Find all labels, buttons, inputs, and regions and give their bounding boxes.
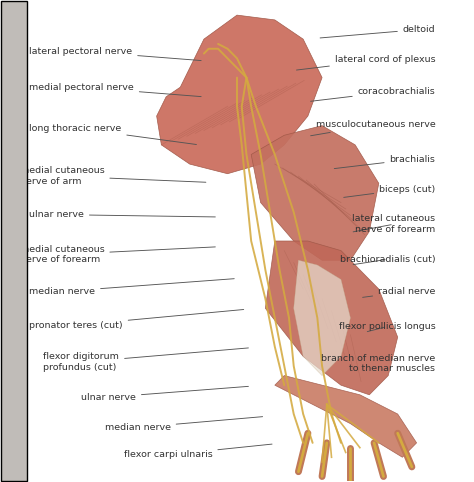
Text: median nerve: median nerve [29,279,234,296]
Polygon shape [265,241,398,395]
Text: branch of median nerve
to thenar muscles: branch of median nerve to thenar muscles [321,354,436,373]
Text: lateral cutaneous
nerve of forearm: lateral cutaneous nerve of forearm [352,214,436,234]
Text: lateral pectoral nerve: lateral pectoral nerve [29,47,201,61]
Polygon shape [156,15,322,174]
Text: coracobrachialis: coracobrachialis [310,87,436,101]
Text: brachialis: brachialis [334,155,436,169]
Text: pronator teres (cut): pronator teres (cut) [29,309,244,330]
Text: medial cutaneous
nerve of arm: medial cutaneous nerve of arm [19,166,206,186]
Text: biceps (cut): biceps (cut) [344,185,436,198]
Text: medial pectoral nerve: medial pectoral nerve [29,83,201,96]
Text: median nerve: median nerve [105,416,263,432]
Text: ulnar nerve: ulnar nerve [81,387,248,402]
Text: medial cutaneous
nerve of forearm: medial cutaneous nerve of forearm [19,245,215,264]
Polygon shape [294,260,350,375]
Text: radial nerve: radial nerve [363,287,436,297]
Text: lateral cord of plexus: lateral cord of plexus [296,55,436,70]
Text: flexor digitorum
profundus (cut): flexor digitorum profundus (cut) [43,348,248,372]
Text: flexor carpi ulnaris: flexor carpi ulnaris [124,444,272,459]
Text: musculocutaneous nerve: musculocutaneous nerve [310,120,436,136]
Text: long thoracic nerve: long thoracic nerve [29,123,196,145]
Polygon shape [251,126,379,260]
Polygon shape [275,375,417,457]
Text: ulnar nerve: ulnar nerve [29,210,215,219]
Text: brachioradialis (cut): brachioradialis (cut) [340,255,436,265]
Text: flexor pollicis longus: flexor pollicis longus [339,322,436,332]
Bar [0,0,18,482]
Text: deltoid: deltoid [320,25,436,38]
